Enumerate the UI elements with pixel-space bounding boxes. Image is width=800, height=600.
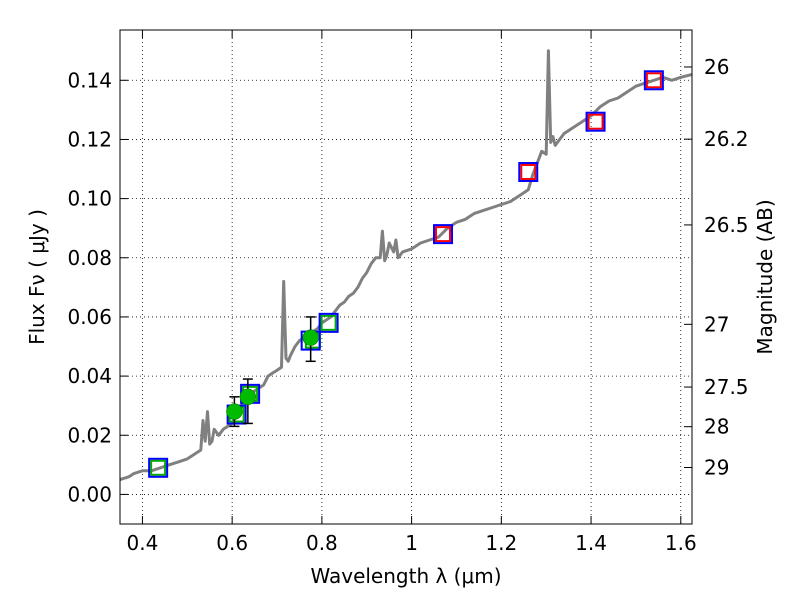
flux-point (239, 388, 257, 406)
series-layer (120, 49, 692, 482)
y-tick-label: 0.14 (67, 68, 112, 92)
y-tick-label: 0.04 (67, 364, 112, 388)
y-tick-label: 0.02 (67, 423, 112, 447)
model-square-marker (320, 314, 337, 331)
grid (120, 30, 692, 524)
x-tick-label: 1.6 (665, 531, 697, 555)
observed-square-marker (318, 312, 339, 333)
model-square-marker (645, 72, 662, 89)
model-square-marker (587, 113, 604, 130)
y-tick-label: 0.12 (67, 127, 112, 151)
right-tick-label: 27.5 (704, 375, 749, 399)
y-tick-label: 0.06 (67, 305, 112, 329)
x-tick-label: 0.4 (127, 531, 159, 555)
x-tick-label: 0.8 (306, 531, 338, 555)
plot-frame (119, 29, 693, 525)
model-square-marker (520, 163, 537, 180)
right-tick-label: 28 (704, 415, 729, 439)
x-tick-label: 1.2 (485, 531, 517, 555)
x-tick-label: 1.4 (575, 531, 607, 555)
right-tick-label: 26.5 (704, 213, 749, 237)
right-tick-label: 26.2 (704, 127, 749, 151)
right-tick-label: 26 (704, 55, 729, 79)
model-square-marker (150, 459, 167, 476)
spectrum-line (120, 49, 692, 482)
y-axis-label: Flux Fν ( μJy ) (25, 209, 49, 345)
observed-square-marker (148, 457, 169, 478)
ticks: 0.4 0.6 0.8 1 1.2 1.4 1.6 0.00 0.02 0.04 0.06 0.08 0… (67, 30, 749, 555)
y-tick-label: 0.00 (67, 482, 112, 506)
observed-square-marker (585, 111, 606, 132)
observed-square-marker (518, 161, 539, 182)
flux-point (302, 329, 319, 346)
y-tick-label: 0.10 (67, 187, 112, 211)
observed-square-marker (643, 70, 664, 91)
x-tick-label: 1 (405, 531, 418, 555)
observed-square-marker (433, 224, 454, 245)
flux-point (226, 403, 243, 420)
y-axis-right-label: Magnitude (AB) (753, 199, 777, 354)
right-tick-label: 29 (704, 456, 729, 480)
x-tick-label: 0.6 (216, 531, 248, 555)
right-tick-label: 27 (704, 312, 729, 336)
y-tick-label: 0.08 (67, 246, 112, 270)
model-square-marker (435, 226, 452, 243)
x-axis-label: Wavelength λ (μm) (310, 564, 501, 588)
